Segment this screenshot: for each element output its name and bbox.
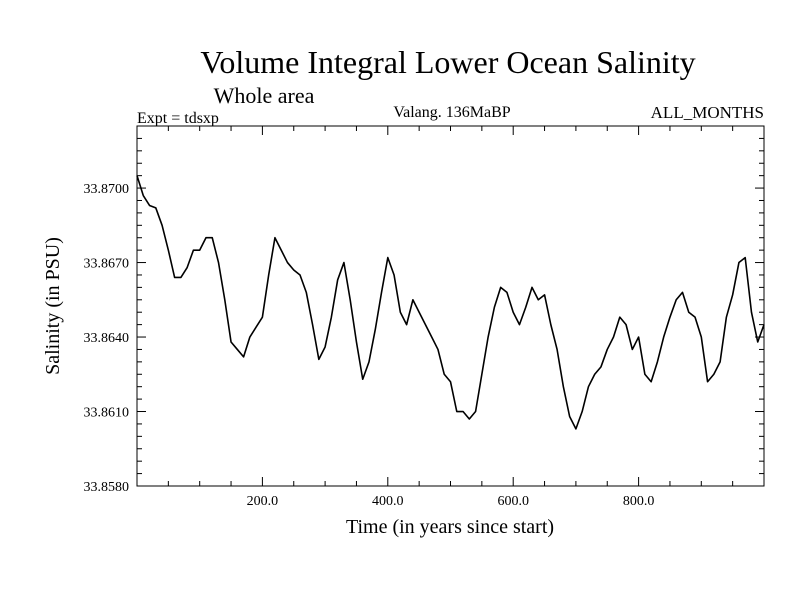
x-tick-label: 800.0 — [623, 494, 655, 509]
plot-frame — [136, 125, 765, 487]
y-tick-labels: 33.8580 33.8610 33.8640 33.8670 33.8700 — [84, 182, 130, 495]
y-tick-label: 33.8580 — [84, 480, 130, 495]
y-tick-label: 33.8610 — [84, 406, 130, 421]
y-tick-label: 33.8640 — [84, 331, 130, 346]
axis-ticks — [137, 125, 764, 486]
chart-subtitle: Whole area — [214, 83, 315, 108]
experiment-label: Expt = tdsxp — [137, 110, 219, 127]
period-label: Valang. 136MaBP — [393, 104, 510, 121]
x-tick-label: 200.0 — [247, 494, 279, 509]
y-tick-label: 33.8670 — [84, 257, 130, 272]
x-tick-label: 400.0 — [372, 494, 404, 509]
y-axis-label: Salinity (in PSU) — [42, 237, 64, 375]
x-tick-label: 600.0 — [497, 494, 529, 509]
x-axis-label: Time (in years since start) — [346, 516, 554, 538]
x-tick-labels: 200.0 400.0 600.0 800.0 — [247, 494, 655, 509]
chart-title: Volume Integral Lower Ocean Salinity — [200, 44, 695, 80]
y-tick-label: 33.8700 — [84, 182, 130, 197]
months-label: ALL_MONTHS — [651, 103, 764, 122]
salinity-series-line — [136, 175, 765, 430]
